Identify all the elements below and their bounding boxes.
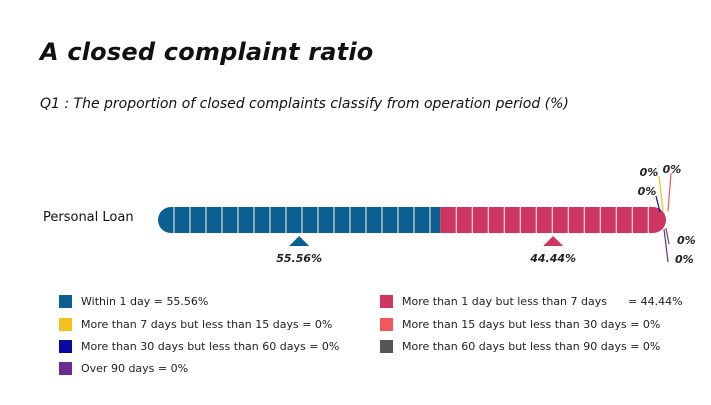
leader-line [665,227,670,245]
page-title: A closed complaint ratio [40,38,374,66]
zero-data-label: 0% [677,234,696,247]
zero-data-label: 0% [663,163,682,176]
leader-line [663,228,669,263]
data-label: 55.56% [276,252,322,265]
bar-segment-0 [158,207,441,233]
category-label: Personal Loan [43,210,134,225]
zero-data-label: 0% [675,253,694,266]
leader-line [655,195,661,213]
zero-data-label: 0% [640,166,659,179]
leader-line [658,175,664,212]
bar-segment-1 [440,207,666,233]
value-marker [543,236,564,246]
value-marker [289,236,310,246]
chart-subtitle: Q1 : The proportion of closed complaints… [40,96,569,112]
data-label: 44.44% [529,252,576,265]
zero-data-label: 0% [638,185,657,198]
leader-line [667,172,672,212]
